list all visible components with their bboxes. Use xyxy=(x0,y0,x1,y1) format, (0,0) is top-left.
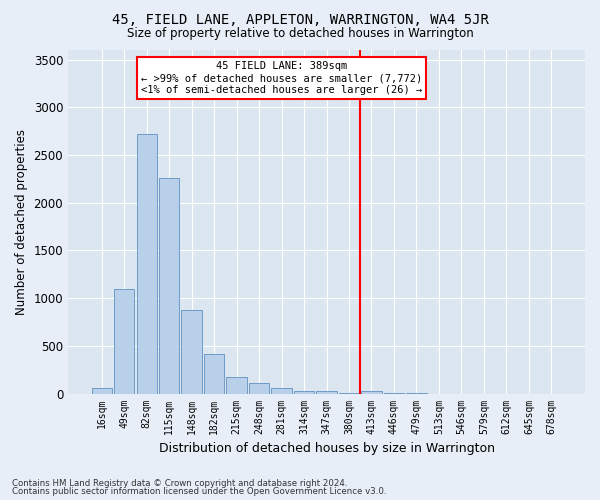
Bar xyxy=(226,377,247,394)
X-axis label: Distribution of detached houses by size in Warrington: Distribution of detached houses by size … xyxy=(158,442,494,455)
Bar xyxy=(249,382,269,394)
Bar xyxy=(271,388,292,394)
Bar xyxy=(316,392,337,394)
Bar xyxy=(361,391,382,394)
Bar xyxy=(92,388,112,394)
Bar xyxy=(204,354,224,394)
Bar xyxy=(114,288,134,394)
Text: 45 FIELD LANE: 389sqm
← >99% of detached houses are smaller (7,772)
<1% of semi-: 45 FIELD LANE: 389sqm ← >99% of detached… xyxy=(141,62,422,94)
Text: 45, FIELD LANE, APPLETON, WARRINGTON, WA4 5JR: 45, FIELD LANE, APPLETON, WARRINGTON, WA… xyxy=(112,12,488,26)
Text: Contains public sector information licensed under the Open Government Licence v3: Contains public sector information licen… xyxy=(12,488,386,496)
Text: Contains HM Land Registry data © Crown copyright and database right 2024.: Contains HM Land Registry data © Crown c… xyxy=(12,478,347,488)
Y-axis label: Number of detached properties: Number of detached properties xyxy=(15,129,28,315)
Text: Size of property relative to detached houses in Warrington: Size of property relative to detached ho… xyxy=(127,28,473,40)
Bar xyxy=(339,393,359,394)
Bar xyxy=(137,134,157,394)
Bar xyxy=(159,178,179,394)
Bar xyxy=(294,390,314,394)
Bar xyxy=(181,310,202,394)
